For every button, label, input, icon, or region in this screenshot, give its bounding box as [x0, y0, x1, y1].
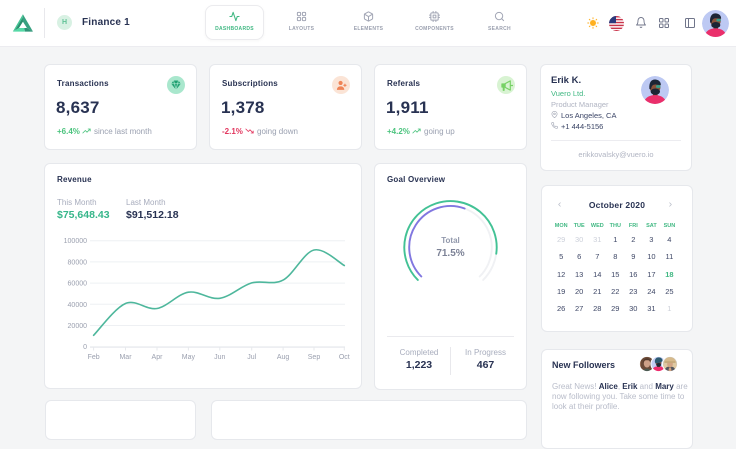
- svg-text:40000: 40000: [68, 302, 88, 309]
- svg-text:Apr: Apr: [152, 354, 164, 361]
- svg-text:Sep: Sep: [308, 354, 321, 361]
- svg-text:Aug: Aug: [277, 354, 290, 361]
- svg-text:Jul: Jul: [247, 354, 256, 361]
- svg-text:71.5%: 71.5%: [436, 248, 464, 259]
- svg-text:Jun: Jun: [214, 354, 225, 361]
- svg-text:20000: 20000: [68, 323, 88, 330]
- svg-text:60000: 60000: [68, 281, 88, 288]
- svg-text:May: May: [182, 354, 196, 361]
- svg-text:80000: 80000: [68, 259, 88, 266]
- svg-text:Feb: Feb: [88, 354, 100, 361]
- svg-text:0: 0: [83, 344, 87, 351]
- svg-text:Mar: Mar: [119, 354, 132, 361]
- svg-text:100000: 100000: [64, 238, 87, 245]
- svg-text:Oct: Oct: [339, 354, 350, 361]
- svg-text:Total: Total: [441, 236, 460, 245]
